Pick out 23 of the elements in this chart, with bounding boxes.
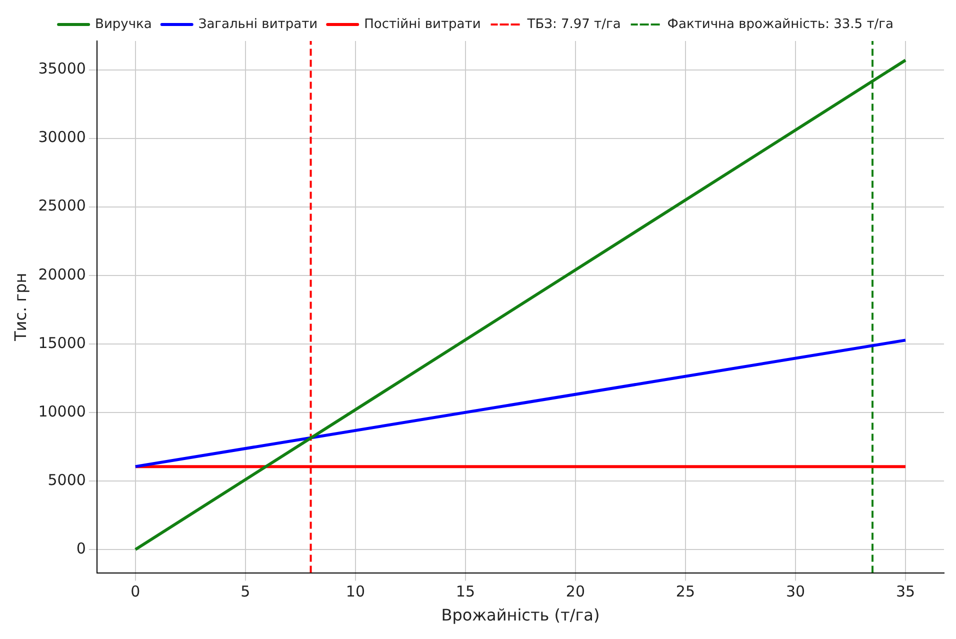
legend-label: Загальні витрати (198, 16, 318, 32)
y-tick-label: 35000 (38, 60, 86, 78)
x-tick-label: 15 (456, 582, 475, 601)
legend-label: Постійні витрати (364, 16, 481, 32)
legend-label: Фактична врожайність: 33.5 т/га (667, 16, 894, 32)
y-tick-label: 30000 (38, 128, 86, 146)
x-tick-label: 25 (676, 582, 696, 601)
y-tick-label: 25000 (38, 196, 86, 215)
x-tick-label: 0 (130, 582, 140, 601)
y-tick-label: 0 (76, 539, 86, 558)
y-axis-title: Тис. грн (10, 272, 30, 342)
x-tick-label: 10 (346, 582, 365, 601)
y-tick-label: 20000 (38, 265, 86, 284)
x-tick-label: 20 (566, 582, 586, 601)
x-tick-label: 35 (896, 582, 916, 601)
y-tick-label: 15000 (38, 334, 86, 352)
x-tick-label: 5 (240, 582, 250, 601)
y-tick-label: 5000 (48, 470, 86, 489)
x-axis-title: Врожайність (т/га) (441, 606, 600, 625)
legend-label: ТБЗ: 7.97 т/га (526, 16, 621, 32)
x-tick-label: 30 (786, 582, 806, 601)
legend-label: Виручка (95, 16, 152, 32)
y-tick-label: 10000 (38, 402, 86, 420)
